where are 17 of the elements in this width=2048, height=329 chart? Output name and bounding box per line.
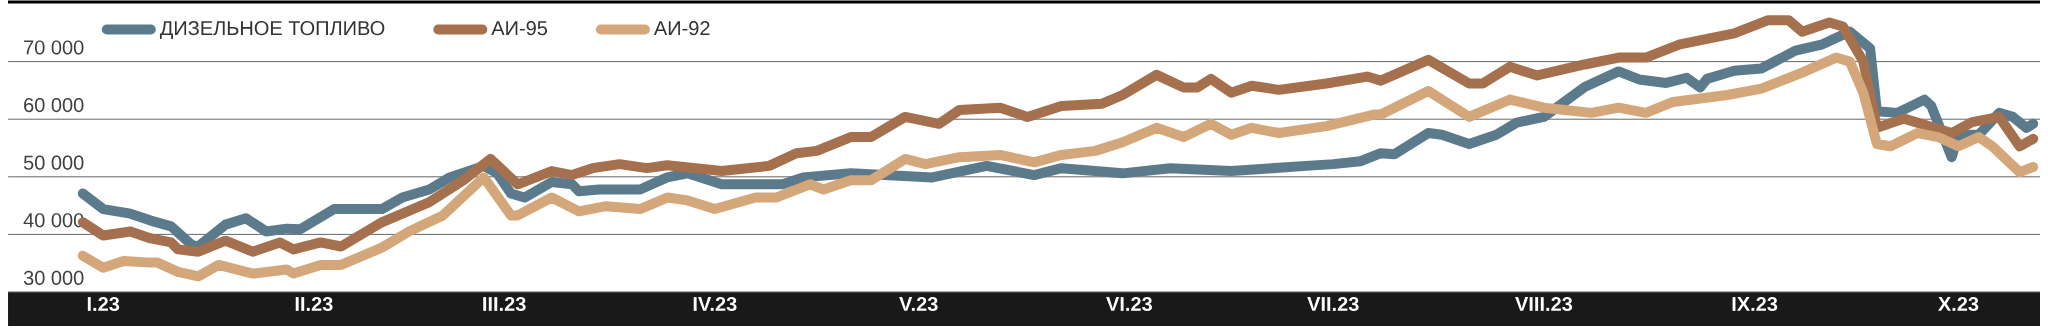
x-tick-label: II.23 [295, 296, 333, 312]
x-tick-label: V.23 [899, 296, 938, 312]
y-tick-label: 70 000 [24, 40, 84, 55]
legend-label: ДИЗЕЛЬНОЕ ТОПЛИВО [159, 21, 385, 39]
x-tick-label: III.23 [483, 296, 526, 312]
x-tick-label: I.23 [87, 296, 120, 312]
y-tick-label: 30 000 [23, 270, 84, 285]
y-tick-label: 50 000 [23, 155, 84, 170]
x-tick-label: VIII.23 [1515, 296, 1573, 312]
x-tick-label: IV.23 [693, 296, 737, 312]
y-tick-label: 60 000 [24, 97, 84, 113]
x-tick-label: IX.23 [1732, 296, 1778, 312]
legend-label: АИ-95 [491, 21, 548, 36]
x-tick-label: X.23 [1938, 296, 1979, 312]
legend-label: АИ-92 [653, 21, 710, 36]
x-tick-label: VI.23 [1106, 296, 1152, 312]
x-tick-label: VII.23 [1307, 296, 1359, 312]
